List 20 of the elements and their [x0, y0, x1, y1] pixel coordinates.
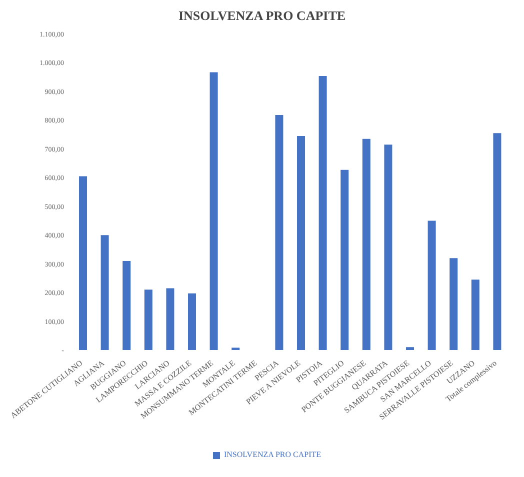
bar [450, 258, 458, 350]
bar [340, 170, 349, 350]
bar [297, 136, 305, 350]
bar [144, 290, 152, 350]
chart-title: INSOLVENZA PRO CAPITE [177, 8, 347, 24]
bar [493, 133, 502, 350]
bar [384, 144, 392, 350]
bar [79, 176, 87, 350]
legend-label: INSOLVENZA PRO CAPITE [224, 450, 322, 459]
bar [275, 115, 284, 350]
bar [100, 235, 109, 350]
bar [471, 280, 480, 350]
bar [428, 220, 436, 350]
bar [210, 72, 218, 350]
bar [166, 288, 174, 350]
bar [318, 76, 327, 350]
bar [406, 347, 414, 350]
bar [188, 293, 196, 350]
bar [122, 260, 131, 350]
bar [362, 138, 370, 350]
